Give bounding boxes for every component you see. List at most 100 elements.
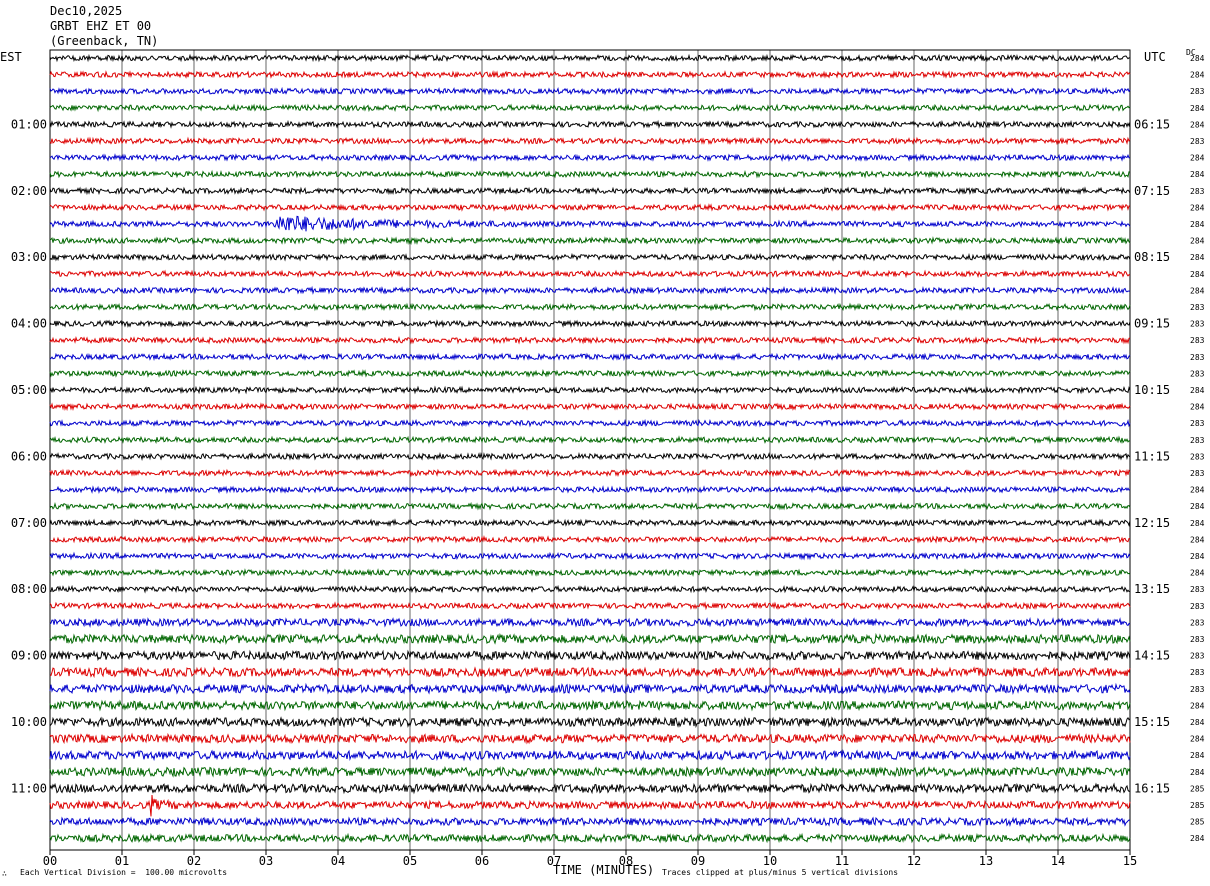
right-hour-label: 12:15 [1134,516,1170,530]
left-hour-label: 07:00 [11,516,47,530]
seismic-trace-38 [49,666,1131,679]
dc-offset-label: 285 [1190,784,1205,793]
dc-offset-label: 283 [1190,635,1205,644]
dc-offset-header: DC [1186,48,1196,57]
dc-offset-label: 283 [1190,436,1205,445]
dc-offset-label: 284 [1190,120,1205,129]
seismic-trace-34 [49,601,1131,611]
right-hour-label: 11:15 [1134,449,1170,463]
dc-offset-label: 283 [1190,685,1205,694]
seismic-trace-3 [49,86,1131,96]
dc-offset-label: 284 [1190,735,1205,744]
x-axis-title: TIME (MINUTES) [553,863,655,877]
date-label: Dec10,2025 [50,4,123,18]
right-hour-label: 06:15 [1134,117,1170,131]
dc-offset-label: 285 [1190,801,1205,810]
x-tick-label: 00 [43,854,57,868]
seismic-trace-47 [49,816,1131,828]
seismic-trace-1 [49,53,1131,63]
seismic-trace-25 [49,451,1131,461]
left-hour-label: 03:00 [11,250,47,264]
left-hour-label: 01:00 [11,117,47,131]
dc-offset-label: 283 [1190,336,1205,345]
seismic-trace-11 [49,215,1131,232]
dc-offset-label: 284 [1190,104,1205,113]
right-hour-label: 16:15 [1134,781,1170,795]
seismic-trace-19 [49,352,1131,362]
x-tick-label: 03 [259,854,273,868]
seismic-trace-4 [49,103,1131,113]
corner-mark: ∴ [2,869,7,878]
x-tick-label: 13 [979,854,993,868]
dc-offset-label: 283 [1190,602,1205,611]
seismic-trace-26 [49,468,1131,478]
seismic-trace-7 [49,153,1131,162]
left-hour-label: 10:00 [11,715,47,729]
right-hour-label: 09:15 [1134,317,1170,331]
seismic-trace-48 [49,832,1131,844]
left-hour-label: 02:00 [11,184,47,198]
dc-offset-label: 283 [1190,137,1205,146]
dc-offset-label: 284 [1190,220,1205,229]
dc-offset-label: 283 [1190,668,1205,677]
dc-offset-label: 284 [1190,203,1205,212]
dc-offset-label: 283 [1190,419,1205,428]
dc-offset-label: 283 [1190,369,1205,378]
seismic-trace-18 [49,335,1131,345]
seismic-trace-5 [49,119,1131,129]
seismic-trace-22 [49,402,1131,412]
seismic-trace-46 [49,794,1131,817]
seismic-trace-9 [49,186,1131,196]
seismic-trace-13 [49,252,1131,262]
seismic-trace-15 [49,285,1131,295]
seismic-trace-23 [49,418,1131,428]
dc-offset-label: 284 [1190,701,1205,710]
x-tick-label: 01 [115,854,129,868]
seismic-trace-17 [49,319,1131,328]
seismic-trace-36 [49,632,1131,646]
seismic-trace-10 [49,203,1131,212]
left-hour-label: 04:00 [11,317,47,331]
seismic-trace-27 [49,485,1131,494]
seismic-trace-6 [49,136,1131,146]
x-tick-label: 08 [619,854,633,868]
x-tick-label: 07 [547,854,561,868]
dc-offset-label: 284 [1190,502,1205,511]
seismic-trace-44 [49,765,1131,778]
seismic-trace-29 [49,518,1131,528]
seismic-trace-43 [49,749,1131,762]
seismic-trace-42 [49,732,1131,745]
dc-offset-label: 284 [1190,237,1205,246]
dc-offset-label: 284 [1190,718,1205,727]
dc-offset-label: 284 [1190,834,1205,843]
right-hour-label: 10:15 [1134,383,1170,397]
seismic-trace-32 [49,568,1131,578]
seismic-trace-31 [49,551,1131,561]
right-hour-label: 07:15 [1134,184,1170,198]
dc-offset-label: 284 [1190,535,1205,544]
dc-offset-label: 284 [1190,170,1205,179]
right-hour-label: 15:15 [1134,715,1170,729]
dc-offset-label: 284 [1190,519,1205,528]
seismic-trace-39 [49,682,1131,695]
seismic-trace-2 [49,70,1131,79]
dc-offset-label: 284 [1190,386,1205,395]
seismic-trace-30 [49,534,1131,544]
right-hour-label: 13:15 [1134,582,1170,596]
seismic-trace-40 [49,699,1131,712]
x-tick-label: 04 [331,854,345,868]
x-tick-label: 02 [187,854,201,868]
dc-offset-label: 283 [1190,353,1205,362]
x-tick-label: 12 [907,854,921,868]
seismic-trace-24 [49,435,1131,445]
left-timezone-label: EST [0,50,22,64]
x-tick-label: 10 [763,854,777,868]
plot-frame [49,49,1131,851]
seismic-trace-8 [49,169,1131,179]
seismic-trace-16 [49,302,1131,312]
left-hour-label: 06:00 [11,449,47,463]
x-tick-label: 11 [835,854,849,868]
seismic-trace-20 [49,368,1131,378]
dc-offset-label: 283 [1190,320,1205,329]
